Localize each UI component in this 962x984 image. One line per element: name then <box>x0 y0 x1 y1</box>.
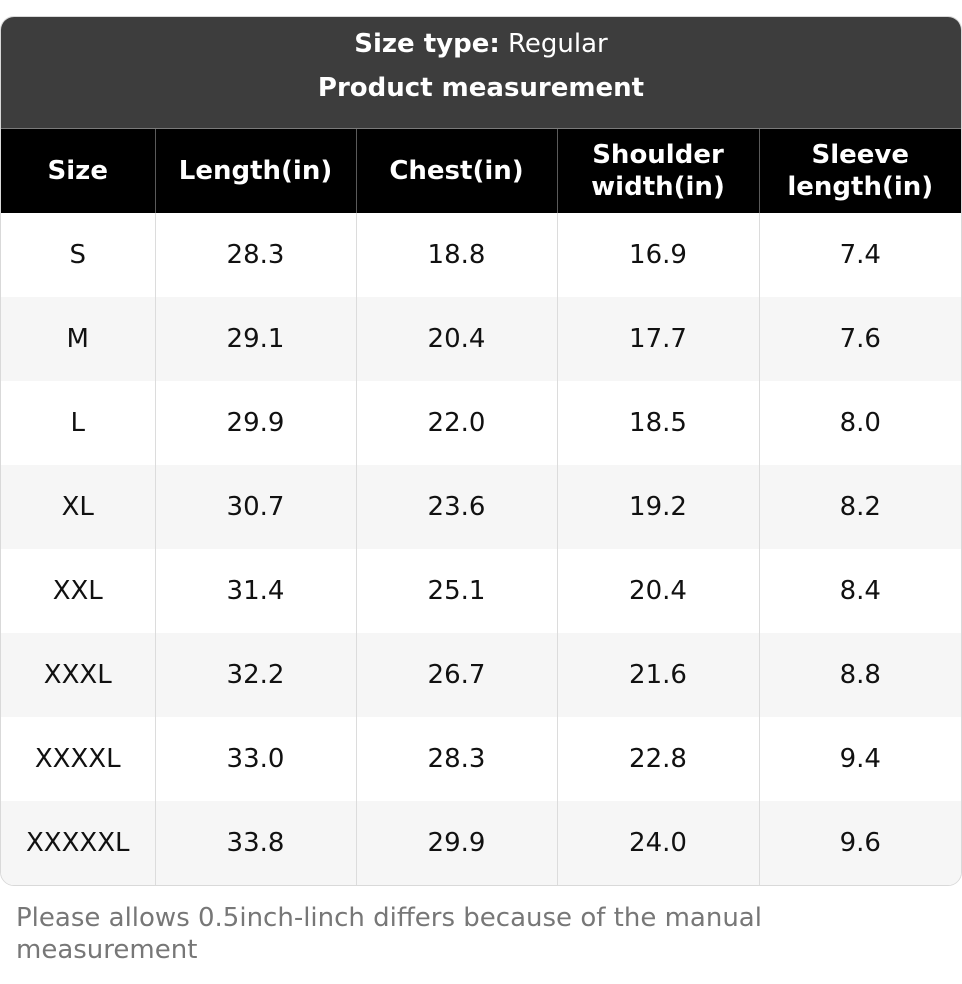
cell-length: 28.3 <box>154 213 356 297</box>
size-type-label: Size type: <box>354 29 500 59</box>
table-header-row: Size Length(in) Chest(in) Shoulder width… <box>1 129 961 213</box>
cell-shoulder-width: 21.6 <box>556 633 759 717</box>
measurement-table: Size Length(in) Chest(in) Shoulder width… <box>1 129 961 885</box>
cell-length: 33.8 <box>154 801 356 885</box>
cell-size: XXXL <box>1 633 155 717</box>
column-header-sleeve-length: Sleeve length(in) <box>758 129 961 213</box>
cell-sleeve-length: 9.4 <box>758 717 961 801</box>
cell-length: 32.2 <box>154 633 356 717</box>
table-row: M 29.1 20.4 17.7 7.6 <box>1 297 961 381</box>
cell-size: L <box>1 381 155 465</box>
cell-sleeve-length: 8.0 <box>758 381 961 465</box>
cell-size: M <box>1 297 155 381</box>
cell-size: XXL <box>1 549 155 633</box>
size-chart-header: Size type: Regular Product measurement <box>1 17 961 129</box>
cell-length: 29.9 <box>154 381 356 465</box>
table-row: XXXXXL 33.8 29.9 24.0 9.6 <box>1 801 961 885</box>
cell-chest: 20.4 <box>355 297 557 381</box>
cell-shoulder-width: 17.7 <box>556 297 759 381</box>
table-row: XXL 31.4 25.1 20.4 8.4 <box>1 549 961 633</box>
column-header-length: Length(in) <box>154 129 356 213</box>
cell-length: 33.0 <box>154 717 356 801</box>
size-chart-card: Size type: Regular Product measurement S… <box>0 16 962 886</box>
column-header-shoulder-width: Shoulder width(in) <box>556 129 759 213</box>
cell-shoulder-width: 22.8 <box>556 717 759 801</box>
column-header-chest: Chest(in) <box>355 129 557 213</box>
cell-chest: 18.8 <box>355 213 557 297</box>
cell-sleeve-length: 7.6 <box>758 297 961 381</box>
cell-chest: 29.9 <box>355 801 557 885</box>
table-row: L 29.9 22.0 18.5 8.0 <box>1 381 961 465</box>
cell-shoulder-width: 16.9 <box>556 213 759 297</box>
cell-shoulder-width: 19.2 <box>556 465 759 549</box>
column-header-size: Size <box>1 129 155 213</box>
table-row: S 28.3 18.8 16.9 7.4 <box>1 213 961 297</box>
table-row: XXXXL 33.0 28.3 22.8 9.4 <box>1 717 961 801</box>
cell-shoulder-width: 24.0 <box>556 801 759 885</box>
cell-length: 30.7 <box>154 465 356 549</box>
table-row: XL 30.7 23.6 19.2 8.2 <box>1 465 961 549</box>
cell-chest: 22.0 <box>355 381 557 465</box>
cell-size: XXXXL <box>1 717 155 801</box>
cell-size: XXXXXL <box>1 801 155 885</box>
cell-shoulder-width: 20.4 <box>556 549 759 633</box>
cell-size: S <box>1 213 155 297</box>
cell-sleeve-length: 8.4 <box>758 549 961 633</box>
product-measurement-title: Product measurement <box>317 73 645 103</box>
cell-size: XL <box>1 465 155 549</box>
table-row: XXXL 32.2 26.7 21.6 8.8 <box>1 633 961 717</box>
cell-chest: 26.7 <box>355 633 557 717</box>
cell-chest: 28.3 <box>355 717 557 801</box>
size-type-line: Size type: Regular <box>1 17 961 59</box>
cell-sleeve-length: 8.8 <box>758 633 961 717</box>
size-type-value: Regular <box>508 29 608 59</box>
cell-sleeve-length: 7.4 <box>758 213 961 297</box>
cell-length: 31.4 <box>154 549 356 633</box>
cell-shoulder-width: 18.5 <box>556 381 759 465</box>
cell-chest: 23.6 <box>355 465 557 549</box>
cell-sleeve-length: 8.2 <box>758 465 961 549</box>
cell-sleeve-length: 9.6 <box>758 801 961 885</box>
cell-length: 29.1 <box>154 297 356 381</box>
measurement-note: Please allows 0.5inch-linch differs beca… <box>16 903 762 965</box>
cell-chest: 25.1 <box>355 549 557 633</box>
